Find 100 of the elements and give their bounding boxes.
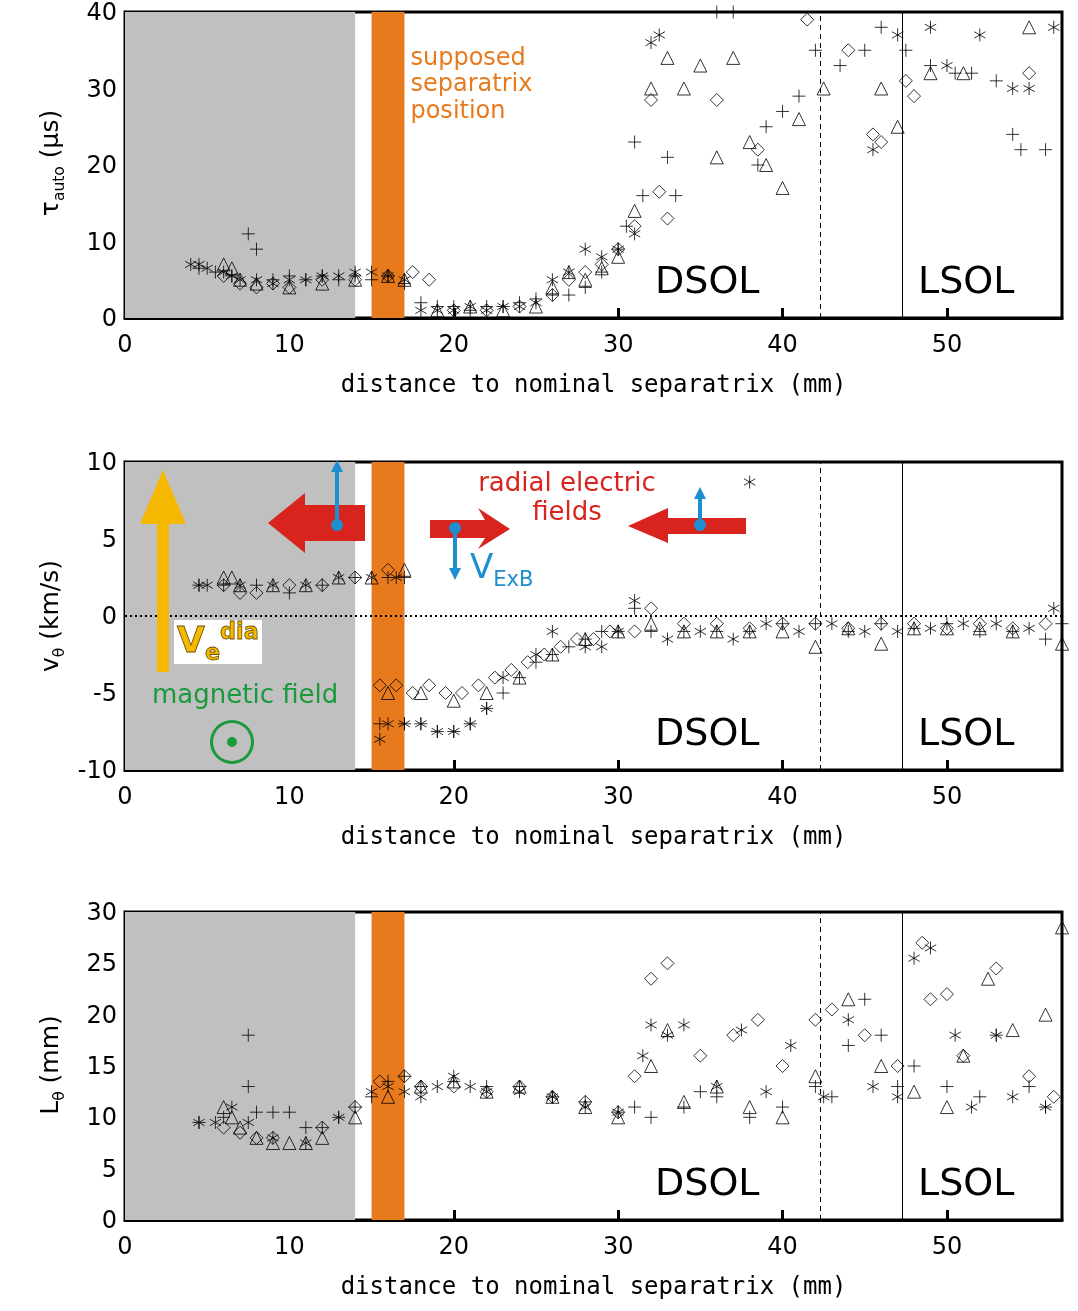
point: [957, 616, 970, 631]
point: [1047, 20, 1060, 35]
point: [1022, 20, 1037, 35]
point: [283, 272, 296, 287]
point: [365, 1084, 378, 1099]
point: [627, 203, 642, 218]
point: [668, 188, 683, 203]
point: [627, 1069, 642, 1084]
point: [265, 1136, 280, 1150]
point: [693, 58, 708, 73]
point: [816, 81, 831, 96]
point: [948, 1028, 962, 1043]
annotation: DSOL: [655, 1160, 760, 1204]
point: [373, 732, 386, 747]
point: [866, 1079, 880, 1094]
point: [874, 1059, 889, 1073]
point: [865, 127, 880, 142]
y-tick-label: 30: [86, 898, 117, 926]
point: [201, 578, 214, 593]
point: [520, 655, 535, 670]
point: [1055, 636, 1069, 651]
point: [907, 616, 922, 631]
point: [965, 1100, 978, 1115]
point: [644, 971, 659, 986]
point: [611, 1110, 626, 1125]
point: [224, 570, 239, 585]
point: [660, 1023, 675, 1038]
point: [241, 1028, 256, 1043]
point: [923, 66, 938, 81]
point: [233, 1125, 248, 1140]
point: [644, 1110, 659, 1125]
point: [1006, 1089, 1019, 1104]
y-tick-label: 25: [86, 949, 117, 978]
x-tick-label: 10: [274, 330, 305, 358]
annotation: magnetic field: [152, 679, 339, 709]
point: [594, 624, 609, 639]
point: [907, 89, 922, 104]
point: [545, 280, 560, 295]
point: [594, 265, 609, 280]
point: [742, 1110, 757, 1125]
point: [602, 624, 617, 639]
point: [677, 1017, 691, 1032]
x-axis-title: distance to nominal separatrix (mm): [340, 822, 847, 850]
point: [644, 35, 658, 50]
point: [857, 992, 872, 1007]
point: [759, 158, 774, 172]
point: [791, 112, 806, 127]
point: [653, 27, 666, 42]
point: [594, 257, 609, 272]
point: [578, 265, 593, 280]
point: [504, 662, 519, 677]
point: [1022, 1069, 1037, 1084]
point: [447, 1069, 460, 1084]
point: [242, 1115, 255, 1130]
y-tick-label: 10: [86, 448, 117, 476]
point: [216, 1110, 231, 1125]
point: [775, 180, 790, 195]
point: [1022, 1079, 1037, 1094]
point: [791, 89, 806, 104]
point: [209, 1115, 222, 1130]
point: [833, 58, 848, 73]
y-tick-label: -5: [93, 679, 117, 707]
x-tick-label: 30: [602, 1232, 634, 1260]
point: [842, 1012, 855, 1027]
point: [939, 987, 954, 1002]
point: [282, 1136, 297, 1150]
point: [1038, 632, 1053, 647]
point: [233, 1120, 248, 1135]
point: [578, 272, 593, 287]
point: [924, 940, 937, 955]
point: [924, 20, 937, 35]
point: [528, 299, 543, 314]
point: [989, 73, 1004, 88]
point: [907, 951, 921, 966]
point: [365, 265, 378, 280]
point: [537, 647, 552, 662]
point: [644, 601, 659, 616]
point: [981, 971, 996, 986]
x-axis-title: distance to nominal separatrix (mm): [340, 370, 847, 398]
point: [627, 624, 642, 639]
point: [874, 636, 889, 651]
point: [390, 570, 403, 585]
point: [676, 616, 691, 631]
point: [332, 268, 345, 283]
point: [1046, 1089, 1061, 1104]
y-tick-label: 20: [86, 151, 117, 179]
x-tick-label: 40: [767, 782, 798, 810]
point: [561, 639, 576, 654]
point: [224, 261, 239, 276]
point: [586, 632, 601, 647]
point: [224, 1110, 239, 1125]
point: [372, 1074, 387, 1089]
y-tick-label: 20: [86, 1000, 117, 1029]
point: [891, 1089, 904, 1104]
point: [381, 716, 395, 731]
point: [857, 43, 872, 58]
point: [775, 1110, 790, 1125]
point: [709, 150, 724, 165]
point: [644, 92, 659, 107]
point: [282, 585, 297, 600]
